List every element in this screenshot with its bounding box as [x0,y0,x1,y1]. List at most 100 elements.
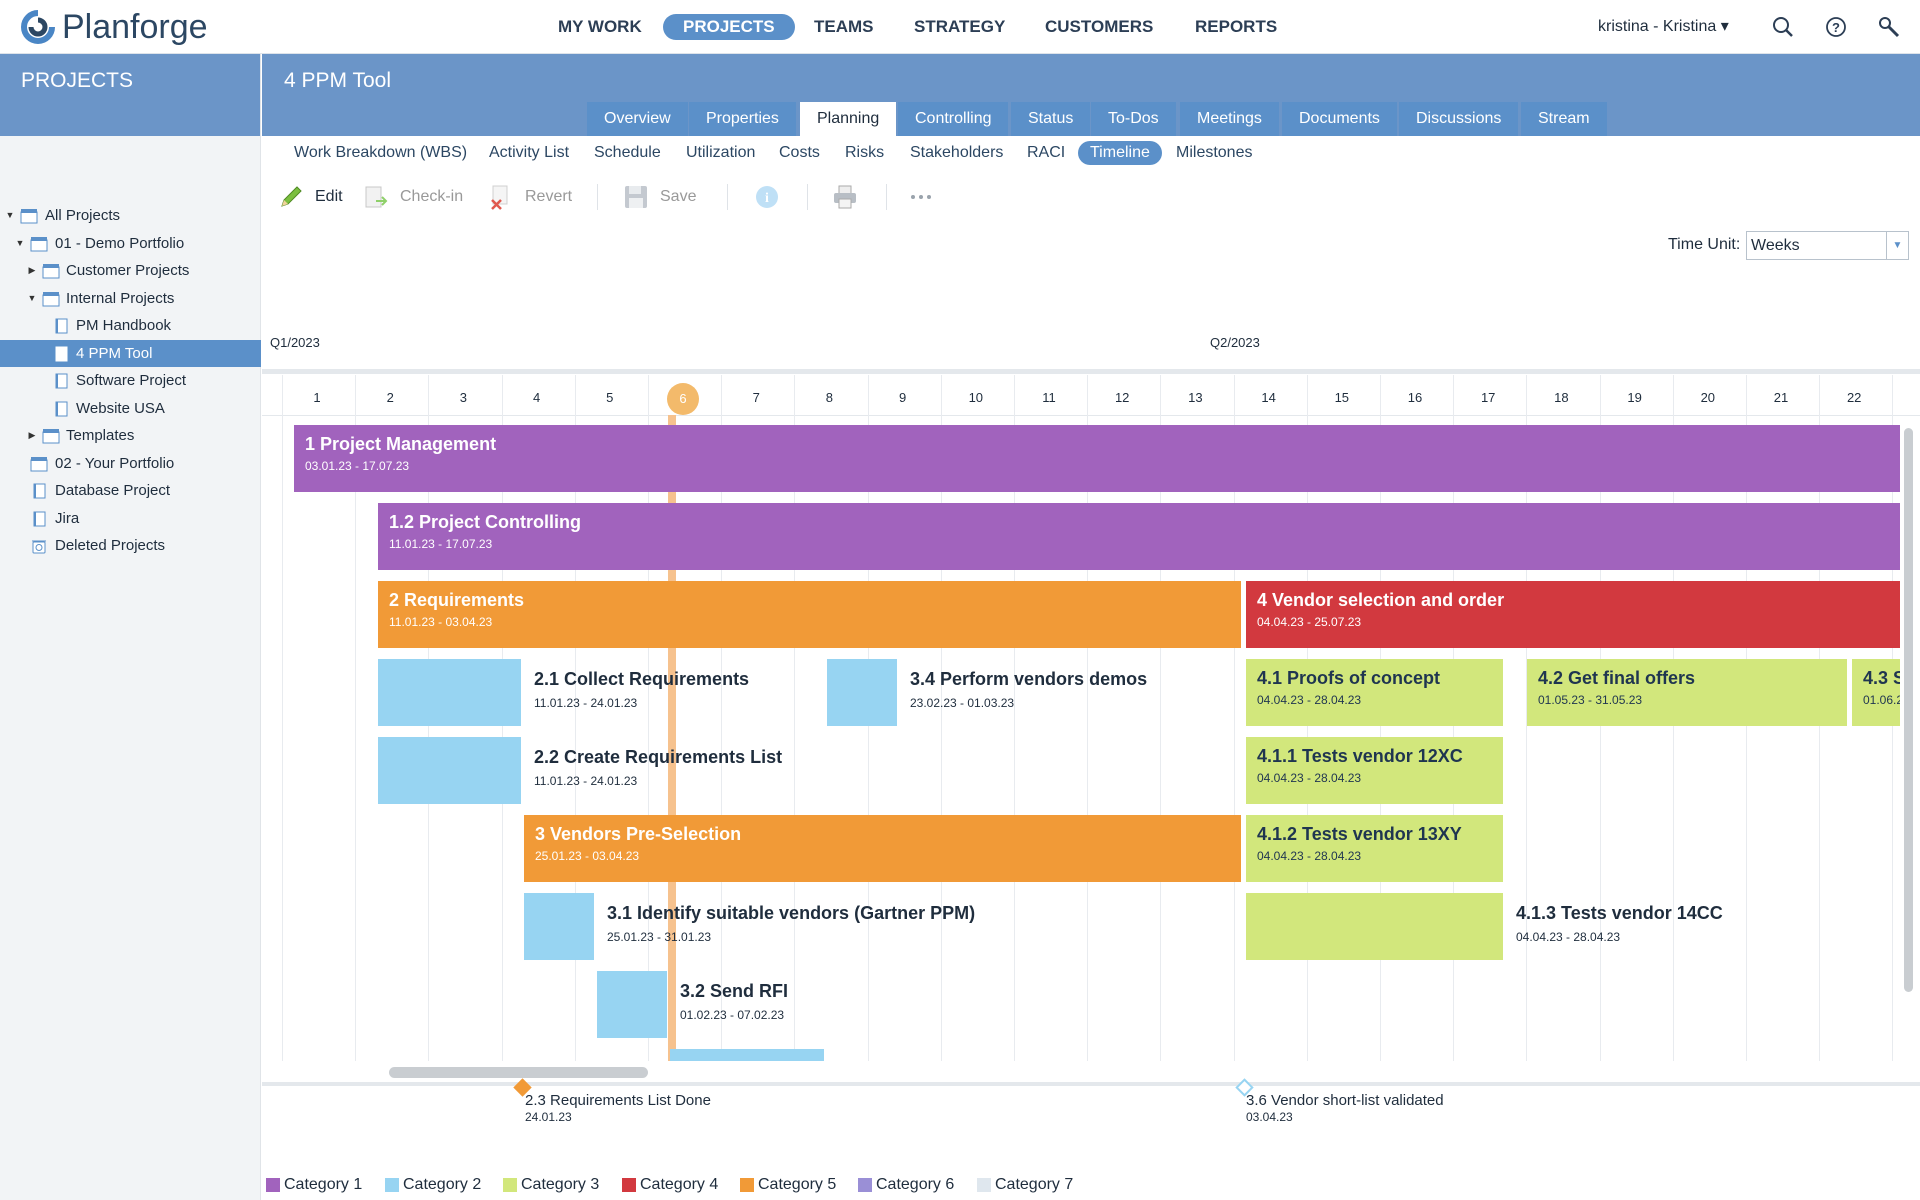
revert-button[interactable]: Revert [487,183,572,211]
tree-item[interactable]: ▶ Templates [0,422,261,449]
task-dates: 04.04.23 - 25.07.23 [1257,615,1362,629]
expand-arrow-icon[interactable]: ▼ [15,237,25,248]
tree-item[interactable]: ▶ Customer Projects [0,257,261,284]
task-label: 3.4 Perform vendors demos 23.02.23 - 01.0… [910,669,1147,710]
subtab-risks[interactable]: Risks [845,144,885,161]
tree-item-label: Templates [66,427,135,444]
dropdown-arrow-icon[interactable]: ▼ [1886,232,1908,259]
expand-arrow-icon[interactable]: ▼ [27,292,37,303]
tab-status[interactable]: Status [1011,102,1091,136]
time-unit-value: Weeks [1751,237,1800,254]
task-bar[interactable]: 2 Requirements 11.01.23 - 03.04.23 [378,581,1241,648]
week-label: 2 [386,390,394,405]
collapse-arrow-icon[interactable]: ▶ [28,430,36,440]
task-dates: 01.02.23 - 07.02.23 [680,1008,785,1022]
subtab-milestones[interactable]: Milestones [1176,144,1253,161]
portfolio-icon [30,236,48,251]
tree-item[interactable]: Jira [0,505,261,532]
task-bar[interactable]: 4 Vendor selection and order 04.04.23 - 2… [1246,581,1900,648]
subtab-utilization[interactable]: Utilization [686,144,756,161]
search-icon[interactable] [1770,14,1796,40]
info-button[interactable]: i [753,183,791,211]
app-logo[interactable]: Planforge [20,8,208,46]
horizontal-scrollbar[interactable] [389,1067,648,1078]
task-bar[interactable] [378,659,521,726]
task-bar[interactable] [378,737,521,804]
task-bar[interactable]: 1 Project Management 03.01.23 - 17.07.23 [294,425,1900,492]
subtab-activity-list[interactable]: Activity List [489,144,570,161]
nav-teams[interactable]: TEAMS [814,17,874,36]
task-bar[interactable]: 4.1.1 Tests vendor 12XC 04.04.23 - 28.04.… [1246,737,1503,804]
tree-item[interactable]: Software Project [0,367,261,394]
expand-arrow-icon[interactable]: ▼ [5,210,15,220]
legend-swatch [385,1178,399,1192]
more-button[interactable] [907,183,945,211]
tab-properties[interactable]: Properties [689,102,796,136]
tree-item[interactable]: ▼ 01 - Demo Portfolio [0,230,261,257]
tree-item[interactable]: 4 PPM Tool [0,339,261,367]
tree-item[interactable]: PM Handbook [0,312,261,339]
subtab-stakeholders[interactable]: Stakeholders [910,144,1004,161]
tree-item[interactable]: ▼ All Projects [0,202,261,229]
tab-overview[interactable]: Overview [587,102,688,136]
task-bar[interactable] [1246,893,1503,960]
task-bar[interactable]: 4.1.2 Tests vendor 13XY 04.04.23 - 28.04.… [1246,815,1503,882]
legend-swatch [266,1178,280,1192]
time-unit-label: Time Unit: [1668,236,1741,253]
tab-documents[interactable]: Documents [1282,102,1397,136]
task-label: 3.1 Identify suitable vendors (Gartner P… [607,903,975,944]
revert-icon [491,185,508,210]
admin-tools-icon[interactable] [1876,14,1902,40]
task-title: 3.2 Send RFI [680,981,789,1001]
task-bar[interactable] [597,971,667,1038]
vertical-scrollbar[interactable] [1904,428,1913,992]
week-label: 3 [459,390,467,405]
week-label: 11 [1042,390,1056,405]
tree-item-label: PM Handbook [76,317,172,334]
print-button[interactable] [831,183,869,211]
task-bar[interactable] [827,659,897,726]
project-icon [55,346,68,361]
subtab-timeline[interactable]: Timeline [1078,141,1162,165]
toolbar-separator [597,184,598,210]
task-bar[interactable]: 4.3 S 01.06.2 [1852,659,1900,726]
tab-todos[interactable]: To-Dos [1091,102,1176,136]
task-bar[interactable] [524,893,594,960]
task-dates: 25.01.23 - 03.04.23 [535,849,640,863]
collapse-arrow-icon[interactable]: ▶ [28,265,36,275]
nav-reports[interactable]: REPORTS [1195,17,1278,36]
tab-stream[interactable]: Stream [1521,102,1607,136]
subtab-schedule[interactable]: Schedule [594,144,661,161]
tree-item[interactable]: Deleted Projects [0,532,261,559]
task-bar[interactable] [670,1049,824,1061]
save-button[interactable]: Save [622,183,696,211]
user-menu[interactable]: kristina - Kristina ▾ [1598,18,1729,35]
task-bar[interactable]: 1.2 Project Controlling 11.01.23 - 17.07.… [378,503,1900,570]
nav-customers[interactable]: CUSTOMERS [1045,17,1154,36]
subtab-wbs[interactable]: Work Breakdown (WBS) [294,144,468,161]
tab-meetings[interactable]: Meetings [1180,102,1279,136]
subtab-costs[interactable]: Costs [779,144,820,161]
nav-strategy[interactable]: STRATEGY [914,17,1006,36]
tree-item[interactable]: Database Project [0,477,261,504]
tab-discussions[interactable]: Discussions [1399,102,1519,136]
time-unit-select[interactable]: Weeks ▼ [1746,231,1909,260]
edit-button[interactable]: Edit [277,183,343,211]
tree-item-label: Database Project [55,482,171,499]
week-gridline [1087,375,1089,1061]
help-icon[interactable]: ? [1823,14,1849,40]
week-label: 7 [752,390,760,405]
task-bar[interactable]: 4.1 Proofs of concept 04.04.23 - 28.04.23 [1246,659,1503,726]
tree-item[interactable]: 02 - Your Portfolio [0,450,261,477]
tab-controlling[interactable]: Controlling [898,102,1009,136]
subtab-raci[interactable]: RACI [1027,144,1066,161]
nav-my-work[interactable]: MY WORK [558,17,642,36]
checkin-button[interactable]: Check-in [362,183,463,211]
nav-projects[interactable]: PROJECTS [663,14,795,40]
task-bar[interactable]: 3 Vendors Pre-Selection 25.01.23 - 03.04.… [524,815,1241,882]
week-gridline [648,375,649,1061]
task-bar[interactable]: 4.2 Get final offers 01.05.23 - 31.05.23 [1527,659,1847,726]
tree-item[interactable]: Website USA [0,395,261,422]
tab-planning[interactable]: Planning [800,102,897,136]
tree-item[interactable]: ▼ Internal Projects [0,285,261,312]
